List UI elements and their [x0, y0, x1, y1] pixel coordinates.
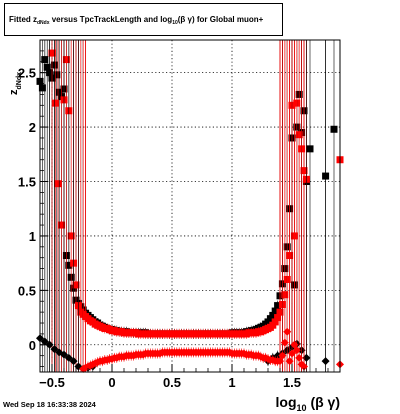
data-point-square — [269, 311, 277, 319]
title-sub-1: dNdx — [37, 20, 50, 26]
y-tick-label: 0.5 — [18, 283, 36, 298]
y-tick-label: 2.5 — [18, 66, 36, 81]
title-part-2: versus TpcTrackLength and log — [49, 15, 173, 24]
data-point-diamond — [60, 350, 68, 359]
y-tick-label: 2 — [29, 120, 36, 135]
title-part-3: (β γ) for Global muon+ — [177, 15, 264, 24]
data-point-square — [274, 302, 282, 310]
data-point-diamond — [64, 353, 73, 362]
x-axis-label: log10 (β γ) — [276, 394, 340, 413]
datestamp: Wed Sep 18 16:33:38 2024 — [3, 400, 96, 409]
x-tick-label: −0.5 — [39, 375, 65, 390]
x-tick-label: 1.5 — [283, 375, 301, 390]
data-point-square — [67, 232, 75, 240]
data-point-diamond — [285, 357, 294, 366]
data-point-square — [43, 63, 51, 71]
data-point-diamond — [300, 362, 308, 371]
data-point-diamond — [45, 340, 54, 349]
title-sub-2: 10 — [172, 20, 178, 26]
data-point-square — [274, 314, 282, 322]
data-point-diamond — [69, 357, 78, 366]
data-point-square — [62, 56, 70, 64]
data-point-square — [54, 180, 62, 188]
data-point-diamond — [288, 349, 296, 358]
data-point-diamond — [302, 353, 311, 362]
data-point-diamond — [292, 346, 301, 355]
y-tick-label: 1 — [29, 229, 36, 244]
plot-frame — [39, 39, 341, 373]
y-tick-label: 0 — [29, 338, 36, 353]
data-point-square — [58, 221, 66, 229]
data-point-diamond — [283, 327, 292, 336]
data-point-square — [52, 99, 60, 107]
data-point-diamond — [50, 345, 59, 354]
data-point-square — [330, 125, 338, 133]
y-axis-label: zdNdx — [8, 72, 23, 95]
data-point-square — [271, 307, 279, 315]
title-part-1: Fitted z — [9, 15, 37, 24]
data-point-diamond — [40, 337, 49, 346]
data-point-square — [306, 145, 314, 153]
x-tick-label: 0 — [108, 375, 115, 390]
y-tick-label: 1.5 — [18, 175, 36, 190]
data-point-square — [38, 84, 46, 92]
x-tick-label: 0.5 — [163, 375, 181, 390]
data-point-square — [53, 71, 61, 79]
data-point-diamond — [295, 353, 304, 362]
x-tick-label: 1 — [228, 375, 235, 390]
data-point-square — [48, 49, 56, 57]
data-point-diamond — [278, 351, 287, 360]
data-point-square — [271, 318, 279, 326]
data-point-square — [72, 281, 80, 289]
chart-title: Fitted zdNdx versus TpcTrackLength and l… — [4, 3, 283, 36]
data-point-diamond — [321, 357, 330, 366]
data-point-diamond — [280, 338, 289, 347]
